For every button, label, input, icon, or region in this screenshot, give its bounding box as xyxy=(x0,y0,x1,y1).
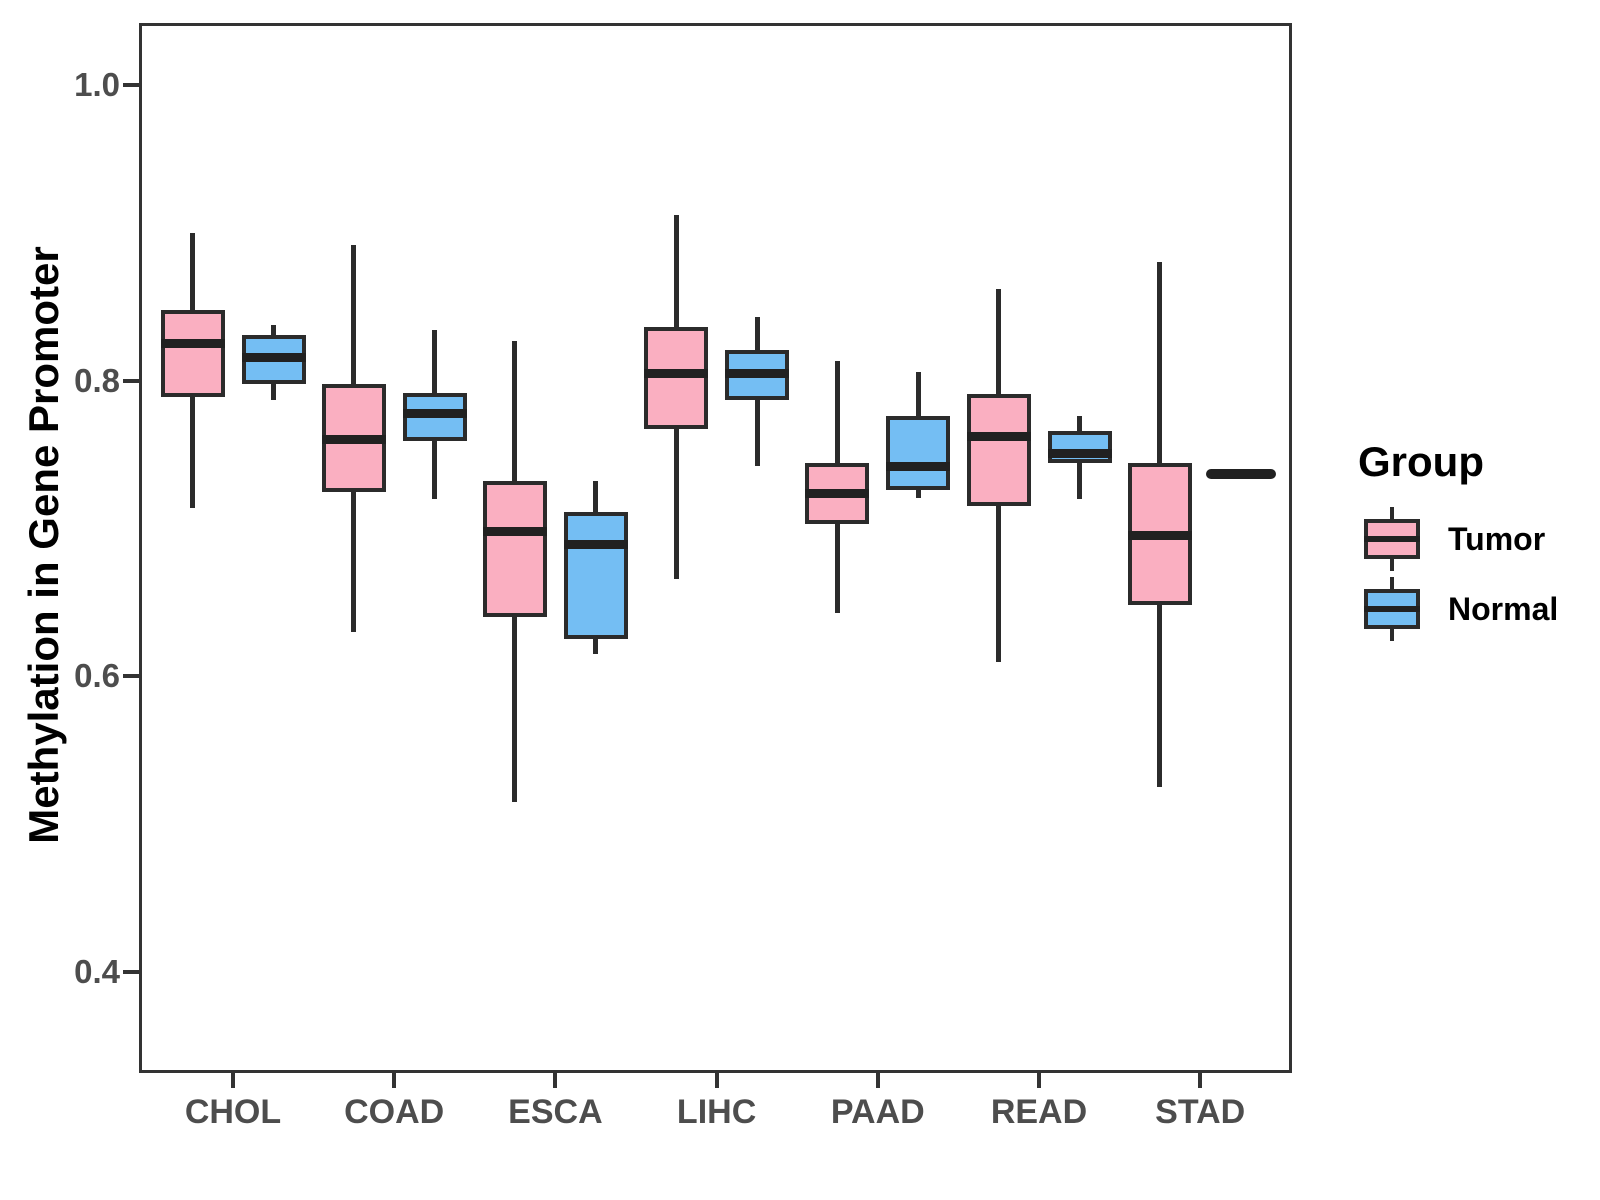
legend-label-tumor: Tumor xyxy=(1448,520,1546,557)
median-normal-PAAD xyxy=(886,461,951,471)
box-tumor-LIHC xyxy=(644,327,709,430)
median-tumor-READ xyxy=(966,432,1031,442)
legend-item-tumor: Tumor xyxy=(1330,504,1558,574)
median-normal-LIHC xyxy=(725,368,790,378)
legend-glyph-whisker-top xyxy=(1390,507,1394,519)
x-tick-label: CHOL xyxy=(184,1093,282,1131)
y-tick-mark xyxy=(123,674,139,679)
median-tumor-STAD xyxy=(1127,531,1192,541)
legend-label-normal: Normal xyxy=(1448,590,1559,627)
box-normal-ESCA xyxy=(563,512,628,640)
box-normal-READ xyxy=(1047,430,1112,464)
plot-panel xyxy=(139,23,1292,1073)
box-tumor-READ xyxy=(966,394,1031,507)
x-tick-mark xyxy=(1037,1073,1041,1088)
legend-title: Group xyxy=(1358,438,1484,485)
legend-glyph-whisker-bottom xyxy=(1390,559,1394,571)
x-tick-mark xyxy=(392,1073,397,1088)
x-tick-mark xyxy=(231,1073,235,1088)
median-tumor-LIHC xyxy=(644,368,709,378)
median-normal-COAD xyxy=(402,408,467,418)
box-normal-PAAD xyxy=(886,416,951,491)
y-tick-mark xyxy=(123,378,139,383)
legend-boxplot-glyph-normal xyxy=(1364,576,1420,642)
box-tumor-CHOL xyxy=(160,309,225,397)
legend-glyph-whisker-top xyxy=(1390,577,1394,589)
x-tick-label: STAD xyxy=(1155,1093,1246,1131)
y-tick-label: 0.6 xyxy=(74,657,120,695)
box-tumor-ESCA xyxy=(482,481,547,618)
x-tick-label: COAD xyxy=(344,1093,445,1131)
x-tick-mark xyxy=(553,1073,558,1088)
flat-median-normal-STAD xyxy=(1205,468,1276,479)
x-tick-mark xyxy=(1198,1073,1203,1088)
median-normal-READ xyxy=(1047,448,1112,458)
median-tumor-CHOL xyxy=(160,339,225,349)
legend-boxplot-glyph-tumor xyxy=(1364,506,1420,572)
x-tick-mark xyxy=(714,1073,719,1088)
x-tick-label: PAAD xyxy=(830,1093,925,1131)
median-normal-ESCA xyxy=(563,540,628,550)
y-tick-label: 0.8 xyxy=(74,361,120,399)
legend-item-normal: Normal xyxy=(1330,574,1558,644)
legend-items: Tumor Normal xyxy=(1330,504,1558,644)
y-tick-label: 0.4 xyxy=(74,953,120,991)
y-tick-label: 1.0 xyxy=(74,66,120,103)
median-tumor-ESCA xyxy=(482,527,547,536)
legend: Group Tumor Normal xyxy=(1330,438,1558,644)
y-tick-mark xyxy=(123,83,139,87)
legend-glyph-median xyxy=(1364,536,1420,542)
y-tick-mark xyxy=(123,970,139,975)
x-tick-mark xyxy=(875,1073,880,1088)
median-tumor-COAD xyxy=(321,435,386,445)
x-tick-label: READ xyxy=(990,1093,1088,1131)
median-normal-CHOL xyxy=(241,352,306,362)
median-tumor-PAAD xyxy=(805,488,870,498)
legend-glyph-median xyxy=(1364,606,1420,612)
x-tick-label: ESCA xyxy=(508,1093,603,1131)
x-tick-label: LIHC xyxy=(676,1093,757,1131)
y-axis-title: Methylation in Gene Promoter xyxy=(20,246,67,844)
legend-glyph-whisker-bottom xyxy=(1390,629,1394,641)
